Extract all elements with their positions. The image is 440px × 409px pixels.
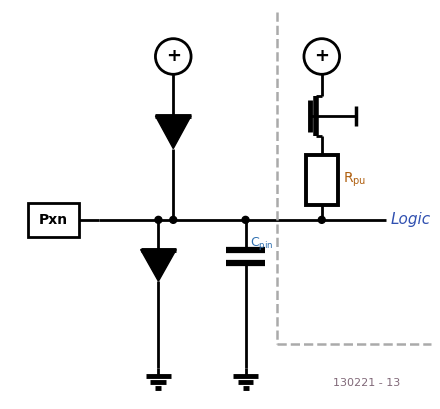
Polygon shape	[141, 249, 176, 281]
Text: +: +	[314, 47, 329, 65]
Circle shape	[242, 216, 249, 223]
Text: R$_{\sf pu}$: R$_{\sf pu}$	[343, 171, 366, 189]
Text: Pxn: Pxn	[39, 213, 68, 227]
Circle shape	[318, 216, 325, 223]
Circle shape	[155, 216, 162, 223]
Text: +: +	[166, 47, 181, 65]
Bar	[28, 203, 79, 237]
Text: 130221 - 13: 130221 - 13	[333, 378, 400, 388]
Text: Logic: Logic	[391, 212, 431, 227]
Polygon shape	[155, 116, 191, 148]
Circle shape	[170, 216, 177, 223]
Bar	[306, 155, 337, 205]
Text: C$_{\sf pin}$: C$_{\sf pin}$	[250, 235, 274, 252]
